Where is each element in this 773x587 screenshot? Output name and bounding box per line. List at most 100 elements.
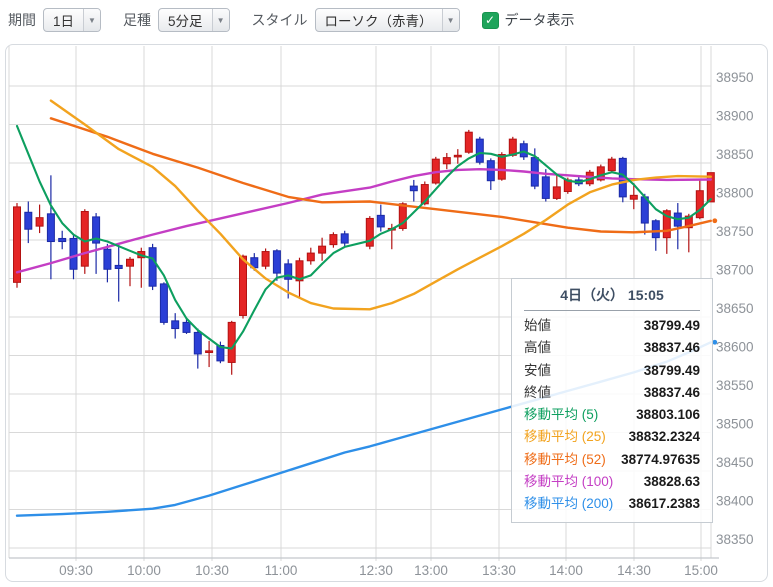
tooltip-row-value: 38828.63: [643, 474, 700, 490]
tooltip-row-value: 38832.2324: [628, 429, 700, 445]
tooltip-row-value: 38837.46: [643, 384, 700, 400]
candle-body: [662, 210, 671, 239]
candle-body: [46, 213, 55, 243]
data-display-label: データ表示: [504, 12, 575, 28]
tooltip-row-label: 終値: [524, 384, 551, 400]
ma-line-25: [49, 99, 712, 311]
candle-body: [24, 211, 33, 230]
y-axis-tick-label: 38400: [716, 494, 754, 509]
candle-body: [442, 157, 451, 165]
ma-end-dot-200: [712, 339, 718, 345]
tooltip-row-value: 38774.97635: [621, 451, 700, 467]
y-axis-tick-label: 38900: [716, 109, 754, 124]
tooltip-row-value: 38803.106: [636, 407, 700, 423]
candle-body: [272, 250, 281, 274]
y-axis-tick-label: 38550: [716, 378, 754, 393]
x-axis-tick-label: 13:30: [482, 563, 516, 578]
candle-body: [171, 320, 180, 330]
tooltip-row-value: 38837.46: [643, 340, 700, 356]
chevron-down-icon[interactable]: ▼: [83, 9, 101, 31]
candle-body: [552, 186, 561, 199]
candle-body: [695, 190, 704, 219]
candle-body: [318, 245, 327, 254]
tooltip-row: 移動平均 (5) 38803.106: [524, 403, 700, 425]
candle-body: [284, 263, 293, 280]
tooltip-row: 高値 38837.46: [524, 336, 700, 358]
candle-body: [58, 237, 67, 243]
tooltip-row-label: 始値: [524, 318, 551, 333]
candle-body: [629, 194, 638, 200]
candle-body: [541, 176, 550, 199]
bar-type-dropdown-value: 5分足: [168, 14, 203, 29]
candle-body: [126, 258, 134, 267]
candle-body: [103, 248, 112, 270]
chevron-down-icon[interactable]: ▼: [441, 9, 459, 31]
tooltip-row-label: 安値: [524, 362, 551, 378]
candle-body: [684, 215, 693, 229]
x-axis-tick-label: 15:00: [684, 563, 718, 578]
tooltip-row-label: 移動平均 (200): [524, 496, 614, 512]
y-axis-tick-label: 38650: [716, 301, 754, 316]
y-axis-tick-label: 38950: [716, 70, 754, 85]
candle-body: [193, 331, 202, 355]
candle-body: [205, 350, 214, 353]
candle-body: [35, 217, 44, 227]
candle-body: [216, 344, 225, 362]
y-axis-tick-label: 38350: [716, 532, 754, 547]
y-axis-tick-label: 38800: [716, 186, 754, 201]
candle-body: [420, 184, 429, 205]
ma-line-5: [15, 124, 712, 350]
tooltip-row-value: 38799.49: [643, 362, 700, 378]
tooltip-row: 移動平均 (200) 38617.2383: [524, 492, 700, 514]
style-dropdown[interactable]: ローソク（赤青） ▼: [314, 8, 460, 32]
tooltip-row-label: 移動平均 (25): [524, 429, 606, 445]
style-label: スタイル: [251, 12, 308, 28]
period-dropdown-value: 1日: [53, 14, 75, 29]
candle-body: [497, 154, 506, 180]
candle-body: [376, 214, 385, 228]
candle-body: [148, 247, 157, 287]
ma-line-52: [49, 117, 712, 234]
tooltip-row: 安値 38799.49: [524, 359, 700, 381]
candle-body: [398, 203, 407, 229]
chart-panel: 38950 38900 38850 38800 38750 38700 38650 38600…: [5, 44, 768, 582]
period-dropdown[interactable]: 1日 ▼: [43, 8, 102, 32]
candle-body: [475, 138, 484, 163]
candle-body: [239, 255, 247, 316]
bar-type-dropdown[interactable]: 5分足 ▼: [158, 8, 230, 32]
candle-body: [409, 185, 418, 192]
tooltip-row: 移動平均 (100) 38828.63: [524, 470, 700, 492]
tooltip-row-value: 38799.49: [643, 318, 700, 333]
candle-body: [13, 206, 21, 283]
candle-body: [261, 251, 270, 267]
moving-average-lines: [15, 99, 718, 517]
ohlc-tooltip: 4日（火） 15:05 始値 38799.49 高値 38837.46 安値 38799.…: [511, 278, 713, 523]
candle-body: [92, 216, 101, 244]
y-axis-tick-label: 38750: [716, 224, 754, 239]
tooltip-row-label: 移動平均 (52): [524, 451, 606, 467]
candle-body: [519, 143, 528, 158]
tooltip-row-label: 移動平均 (100): [524, 474, 614, 490]
x-axis-tick-label: 12:30: [359, 563, 393, 578]
x-axis-tick-label: 11:00: [265, 563, 298, 578]
y-axis-tick-label: 38500: [716, 417, 754, 432]
x-axis-tick-label: 14:30: [617, 563, 651, 578]
candle-body: [159, 283, 168, 323]
ma-end-dot-52: [712, 218, 718, 224]
tooltip-row: 移動平均 (52) 38774.97635: [524, 448, 700, 470]
candle-body: [706, 172, 715, 203]
tooltip-row-label: 高値: [524, 340, 551, 356]
tooltip-title: 4日（火） 15:05: [524, 285, 700, 311]
y-axis-tick-label: 38700: [716, 263, 754, 278]
x-axis-tick-label: 13:00: [414, 563, 448, 578]
candle-body: [329, 234, 338, 246]
x-axis-tick-label: 10:00: [127, 563, 161, 578]
chevron-down-icon[interactable]: ▼: [211, 9, 229, 31]
tooltip-row-label: 移動平均 (5): [524, 407, 599, 423]
candle-body: [453, 154, 462, 158]
candle-body: [69, 237, 78, 270]
data-display-checkbox[interactable]: ✓: [481, 11, 499, 29]
candle-body: [340, 233, 349, 244]
tooltip-row: 始値 38799.49: [524, 314, 700, 336]
candle-body: [227, 321, 236, 363]
